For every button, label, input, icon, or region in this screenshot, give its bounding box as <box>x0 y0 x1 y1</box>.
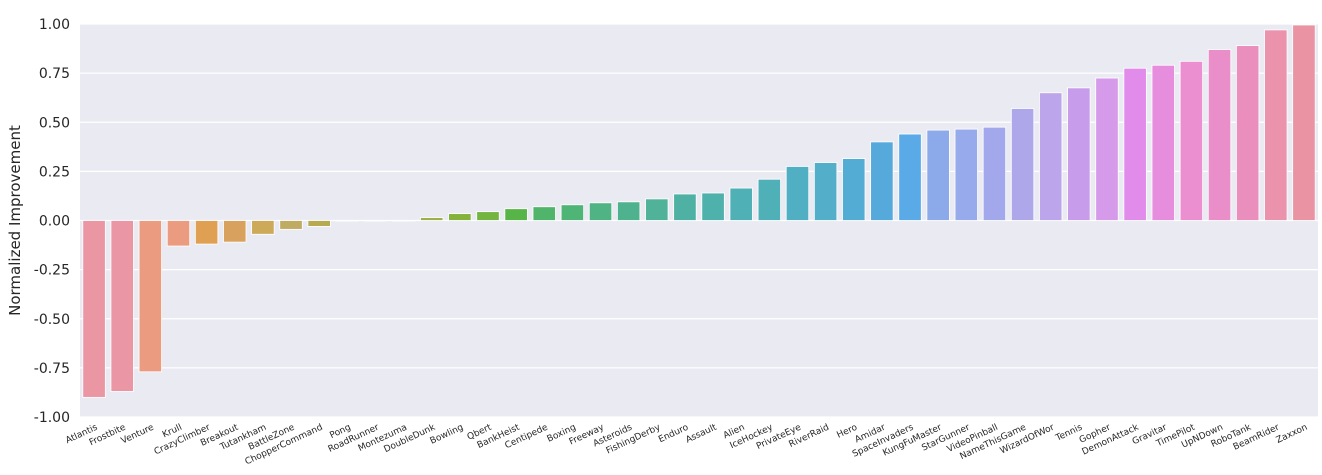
y-tick-labels: 1.00 0.75 0.50 0.25 0.00 -0.25 -0.50 -0.75 -1.00 <box>34 17 70 426</box>
bar-montezuma <box>391 220 416 222</box>
bar-amidar <box>870 141 894 221</box>
bar-doubledunk <box>420 217 444 221</box>
bar-videopinball <box>982 126 1007 221</box>
bar-fishingderby <box>645 198 669 221</box>
y-tick-label: 0.25 <box>39 164 70 180</box>
bar-privateeye <box>785 166 810 221</box>
bar-atlantis <box>82 220 106 398</box>
y-tick-label: -0.75 <box>34 361 70 377</box>
bar-battlezone <box>279 220 303 230</box>
bar-timepilot <box>1179 60 1204 221</box>
bar-boxing <box>560 204 585 221</box>
y-axis-label: Normalized Improvement <box>6 125 24 316</box>
bar-spaceinvaders <box>898 133 922 221</box>
bar-alien <box>729 187 753 221</box>
y-tick-label: -0.50 <box>34 312 70 328</box>
bar-qbert <box>476 211 500 221</box>
y-tick-label: 0.00 <box>39 214 70 230</box>
bar-frostbite <box>110 220 134 392</box>
bar-venture <box>138 220 162 373</box>
bar-tutankham <box>251 220 275 235</box>
bar-riverraid <box>813 162 838 221</box>
bar-demonattack <box>1123 67 1147 221</box>
bar-kungfumaster <box>926 129 950 221</box>
y-tick-label: 0.75 <box>39 66 70 82</box>
bars <box>82 24 1316 398</box>
x-tick-label: Venture <box>120 422 156 446</box>
bar-pong <box>335 220 359 222</box>
bar-gravitar <box>1151 64 1175 221</box>
bar-breakout <box>223 220 247 243</box>
bar-bankheist <box>504 208 528 221</box>
bar-choppercommand <box>307 220 331 227</box>
bar-crazyclimber <box>194 220 219 245</box>
bar-enduro <box>673 193 697 221</box>
bar-tennis <box>1067 87 1091 221</box>
bar-assault <box>701 192 725 221</box>
bar-gopher <box>1095 77 1119 221</box>
y-tick-label: 1.00 <box>39 17 70 33</box>
bar-freeway <box>588 202 613 221</box>
gridlines <box>80 23 1318 418</box>
bar-asteroids <box>617 201 641 221</box>
bar-upndown <box>1207 49 1232 221</box>
bar-centipede <box>532 206 556 221</box>
x-tick-label: Zaxxon <box>1275 423 1309 446</box>
x-tick-label: Enduro <box>657 422 691 445</box>
bar-namethisgame <box>1010 108 1035 221</box>
bar-beamrider <box>1264 29 1288 221</box>
y-tick-label: -0.25 <box>34 263 70 279</box>
bar-hero <box>842 158 866 221</box>
bar-krull <box>166 220 191 247</box>
bar-icehockey <box>757 178 781 221</box>
bar-wizardofwor <box>1039 92 1063 221</box>
bar-roadrunner <box>363 220 388 222</box>
bar-bowling <box>448 213 472 221</box>
bar-robotank <box>1236 45 1260 221</box>
x-tick-label: Assault <box>684 422 718 445</box>
y-tick-label: 0.50 <box>39 115 70 131</box>
bar-zaxxon <box>1292 24 1316 221</box>
y-tick-label: -1.00 <box>34 410 70 426</box>
bar-stargunner <box>954 128 978 221</box>
